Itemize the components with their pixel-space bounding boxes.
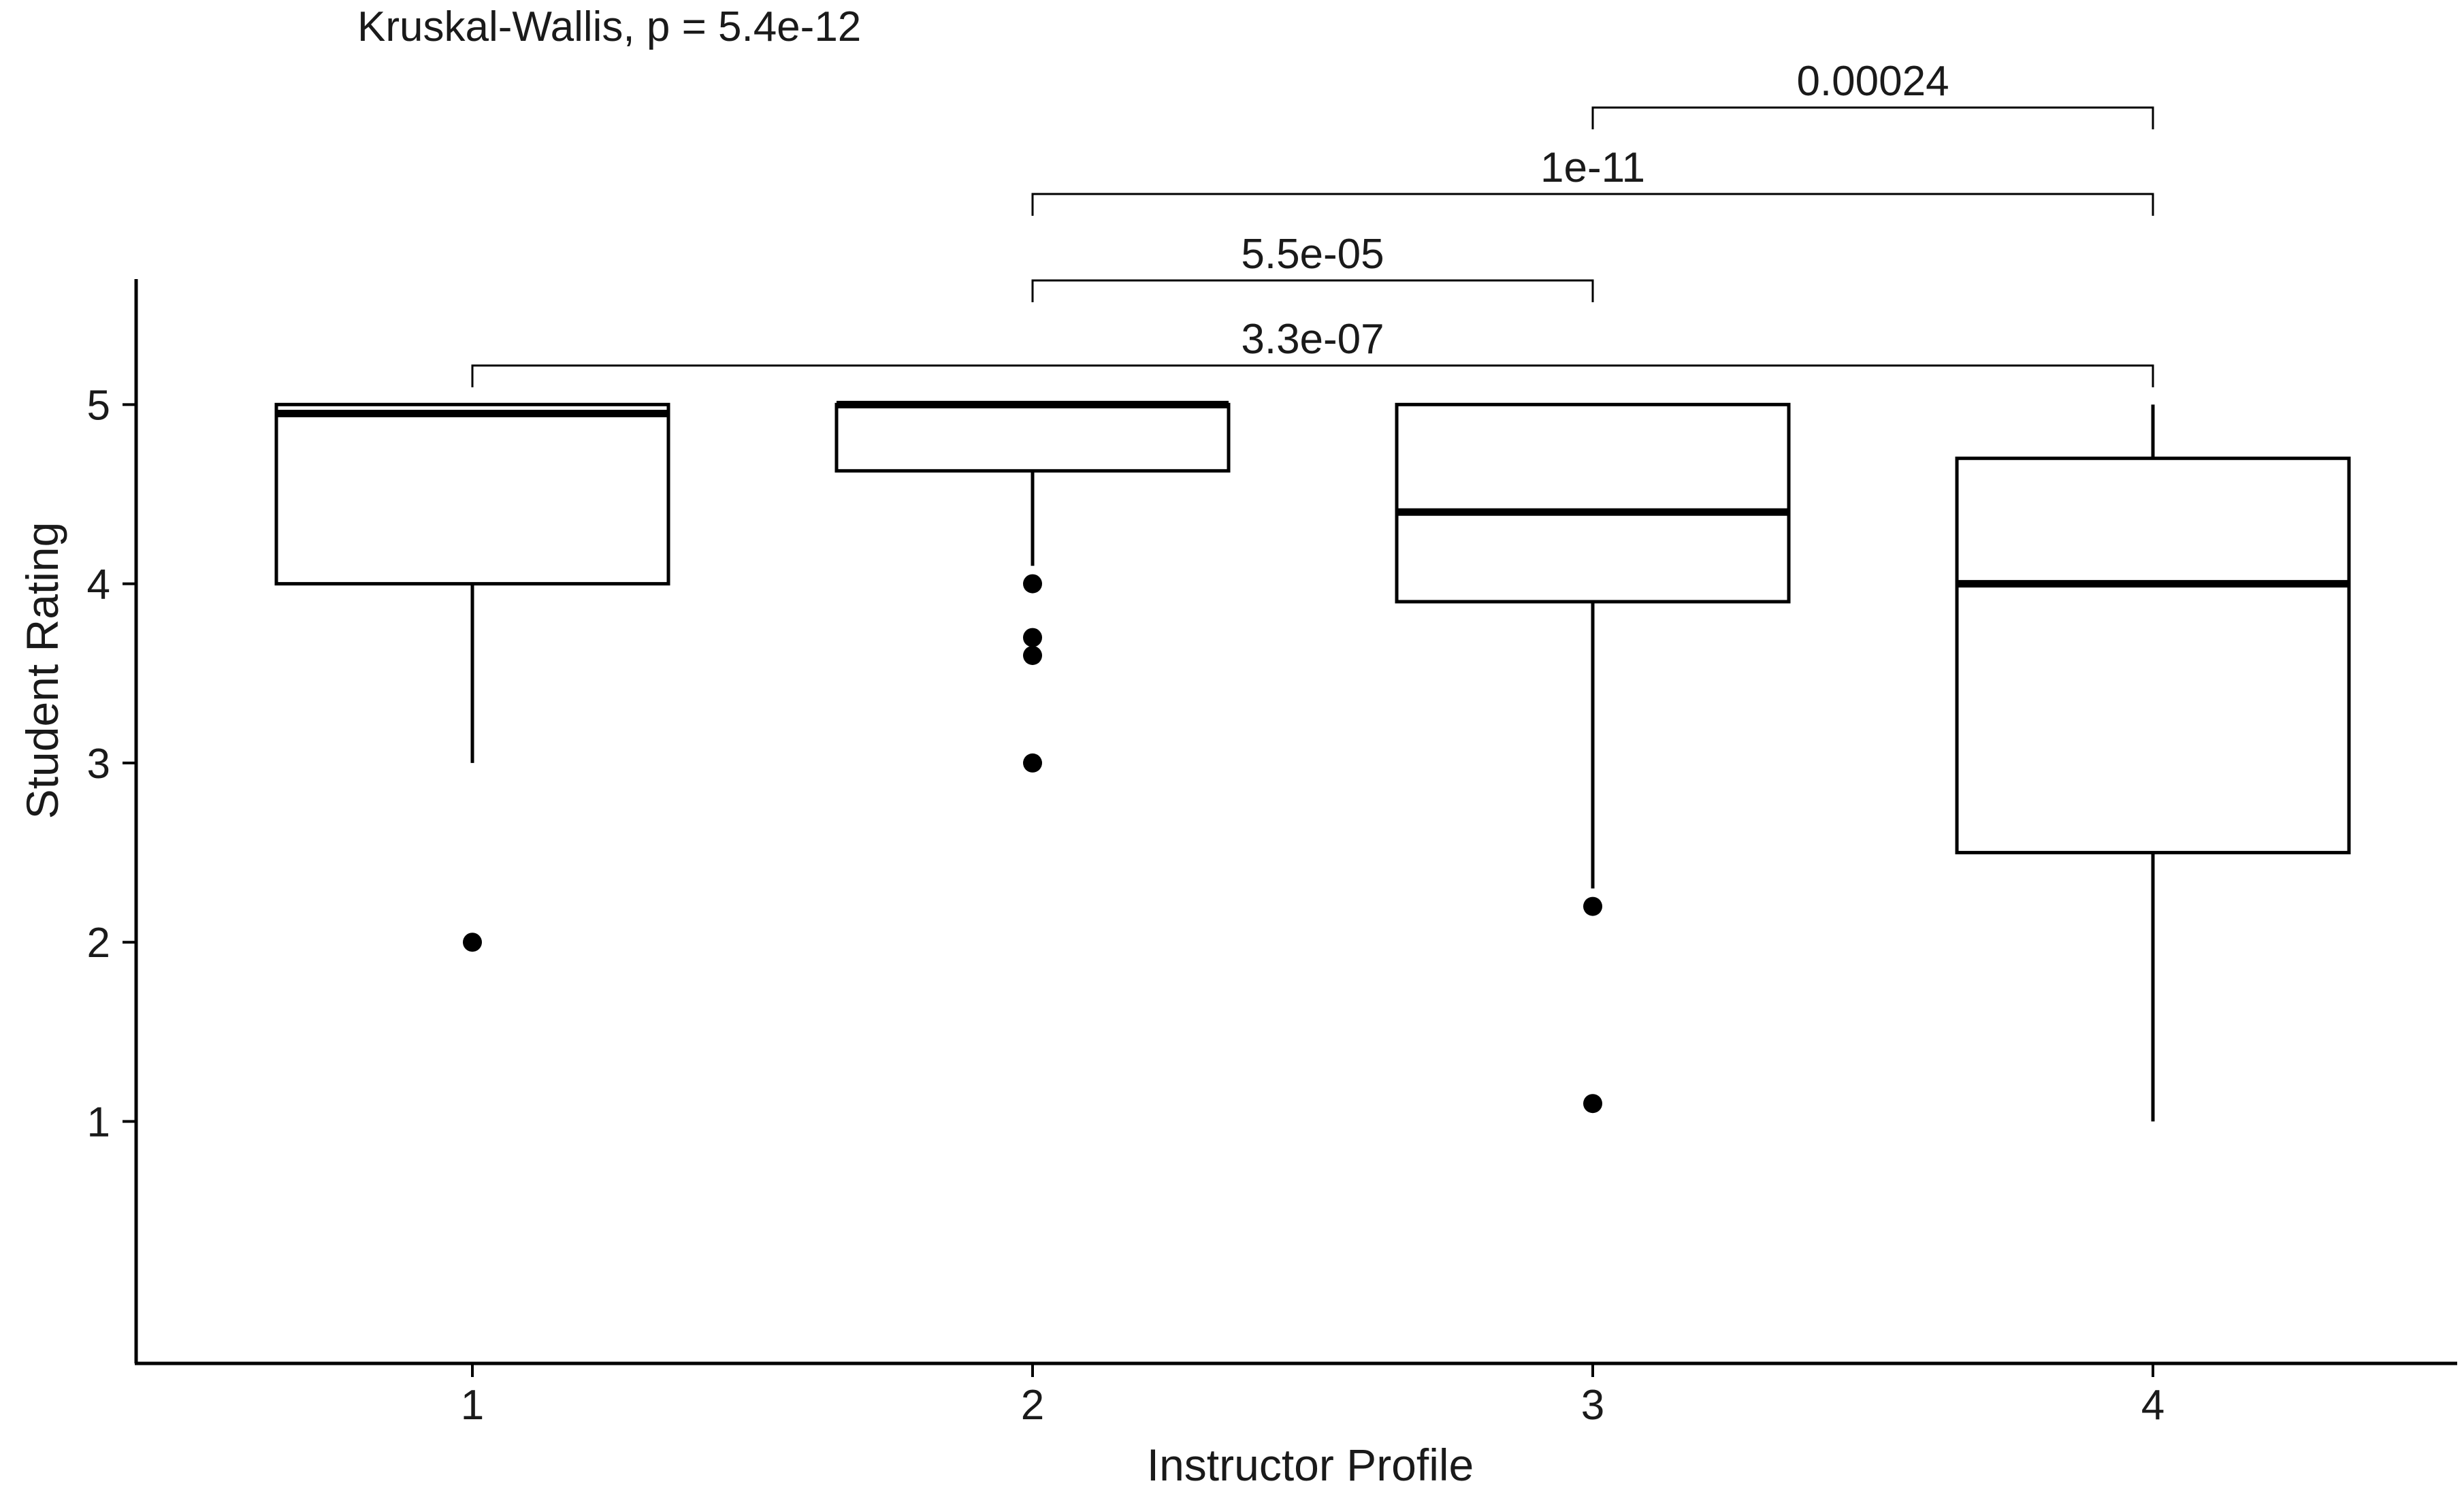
y-axis-ticks: 1 2 3 4 5 [87, 382, 136, 1146]
comparison-bracket: 1e-11 [1031, 144, 2154, 216]
comparison-bracket: 5.5e-05 [1031, 231, 1594, 302]
y-tick-label: 2 [87, 920, 110, 967]
outlier-point [463, 933, 482, 952]
x-tick-label: 4 [2141, 1382, 2165, 1429]
outlier-point [1023, 574, 1042, 594]
x-tick-label: 2 [1021, 1382, 1044, 1429]
outlier-point [1023, 753, 1042, 773]
bracket-line [1031, 279, 1594, 302]
x-axis-ticks: 1 2 3 4 [461, 1363, 2165, 1429]
box-body [1955, 456, 2351, 855]
p-value-label: 5.5e-05 [1241, 231, 1384, 278]
box-group-1 [274, 402, 670, 952]
outlier-point [1023, 628, 1042, 647]
chart-title: Kruskal-Wallis, p = 5.4e-12 [357, 3, 861, 50]
box-series [274, 400, 2351, 1122]
x-axis-label: Instructor Profile [1147, 1440, 1474, 1490]
bracket-line [471, 364, 2154, 387]
box-body [274, 402, 670, 586]
y-tick-label: 5 [87, 382, 110, 429]
comparison-bracket: 3.3e-07 [471, 316, 2154, 387]
box-group-3 [1395, 402, 1791, 1114]
y-tick-label: 4 [87, 562, 110, 609]
box-group-2 [834, 400, 1231, 773]
outlier-point [1023, 645, 1042, 665]
x-tick-label: 3 [1581, 1382, 1604, 1429]
p-value-label: 3.3e-07 [1241, 316, 1384, 363]
x-tick-label: 1 [461, 1382, 484, 1429]
box-body [834, 402, 1231, 473]
p-value-label: 1e-11 [1540, 144, 1645, 191]
comparison-bracket: 0.00024 [1591, 58, 2154, 129]
y-tick-label: 3 [87, 741, 110, 788]
outlier-point [1583, 1094, 1602, 1114]
box-body [1395, 402, 1791, 604]
p-value-label: 0.00024 [1796, 58, 1949, 105]
box-group-4 [1955, 404, 2351, 1122]
outlier-point [1583, 896, 1602, 916]
bracket-line [1031, 193, 2154, 216]
y-tick-label: 1 [87, 1099, 110, 1146]
bracket-line [1591, 106, 2154, 129]
y-axis-label: Student Rating [17, 522, 67, 820]
comparison-brackets: 0.00024 1e-11 5.5e-05 3.3e-07 [471, 58, 2154, 387]
